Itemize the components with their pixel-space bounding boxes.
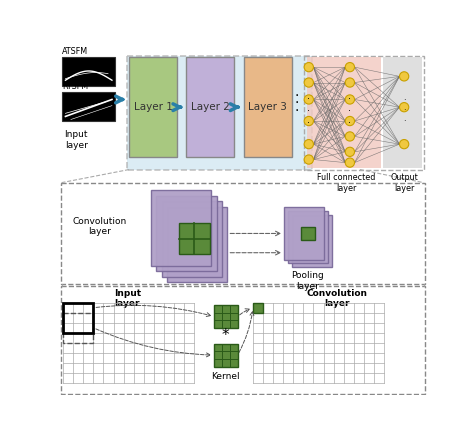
Text: ·: · bbox=[294, 96, 299, 110]
Circle shape bbox=[345, 116, 355, 126]
Bar bbox=[244, 57, 292, 157]
Circle shape bbox=[345, 95, 355, 104]
Bar bbox=[61, 182, 425, 284]
Text: ·
·
·: · · · bbox=[307, 95, 310, 127]
Bar bbox=[63, 313, 93, 343]
Text: Layer 3: Layer 3 bbox=[248, 102, 287, 112]
Bar bbox=[383, 57, 422, 168]
Text: Layer 1: Layer 1 bbox=[134, 102, 173, 112]
Circle shape bbox=[345, 147, 355, 156]
Text: *: * bbox=[222, 328, 230, 343]
Text: ·: · bbox=[294, 89, 299, 103]
Text: Convolution
layer: Convolution layer bbox=[73, 217, 127, 236]
Bar bbox=[179, 223, 210, 254]
Text: ·
·
·: · · · bbox=[403, 96, 405, 126]
Bar bbox=[288, 211, 328, 263]
Text: Kernel: Kernel bbox=[211, 372, 240, 381]
Text: Input
layer: Input layer bbox=[114, 289, 141, 308]
Circle shape bbox=[400, 103, 409, 112]
Bar bbox=[307, 57, 381, 168]
Bar bbox=[128, 56, 312, 170]
Bar bbox=[292, 215, 332, 267]
Bar bbox=[156, 196, 217, 271]
Bar bbox=[186, 57, 235, 157]
Text: Full connected
layer: Full connected layer bbox=[317, 174, 375, 193]
Bar bbox=[284, 207, 324, 260]
Text: Layer 2: Layer 2 bbox=[191, 102, 230, 112]
Circle shape bbox=[345, 63, 355, 72]
Text: ATSFM: ATSFM bbox=[63, 48, 89, 56]
Circle shape bbox=[304, 155, 313, 164]
Bar bbox=[162, 201, 222, 277]
Bar bbox=[63, 57, 115, 87]
Text: Output
layer: Output layer bbox=[390, 174, 418, 193]
Bar bbox=[167, 206, 228, 282]
Bar bbox=[63, 92, 115, 121]
Text: Input
layer: Input layer bbox=[64, 130, 88, 150]
Circle shape bbox=[345, 132, 355, 141]
Circle shape bbox=[304, 78, 313, 87]
Circle shape bbox=[345, 78, 355, 87]
Circle shape bbox=[400, 139, 409, 149]
Text: ·
·
·: · · · bbox=[348, 95, 351, 127]
Bar bbox=[253, 303, 263, 313]
Circle shape bbox=[304, 139, 313, 149]
Circle shape bbox=[400, 72, 409, 81]
Bar bbox=[151, 190, 211, 266]
Circle shape bbox=[304, 116, 313, 126]
Text: ·: · bbox=[294, 104, 299, 118]
Bar bbox=[61, 286, 425, 394]
Text: Pooling
layer: Pooling layer bbox=[291, 271, 324, 290]
Text: RTSFM: RTSFM bbox=[63, 82, 89, 91]
Bar bbox=[214, 344, 237, 367]
Bar bbox=[63, 303, 93, 333]
Bar bbox=[129, 57, 177, 157]
Circle shape bbox=[345, 158, 355, 167]
Circle shape bbox=[304, 63, 313, 72]
Text: Convolution
layer: Convolution layer bbox=[306, 289, 367, 308]
Bar bbox=[304, 56, 424, 170]
Bar bbox=[214, 305, 237, 328]
Bar bbox=[301, 226, 315, 240]
Circle shape bbox=[304, 95, 313, 104]
